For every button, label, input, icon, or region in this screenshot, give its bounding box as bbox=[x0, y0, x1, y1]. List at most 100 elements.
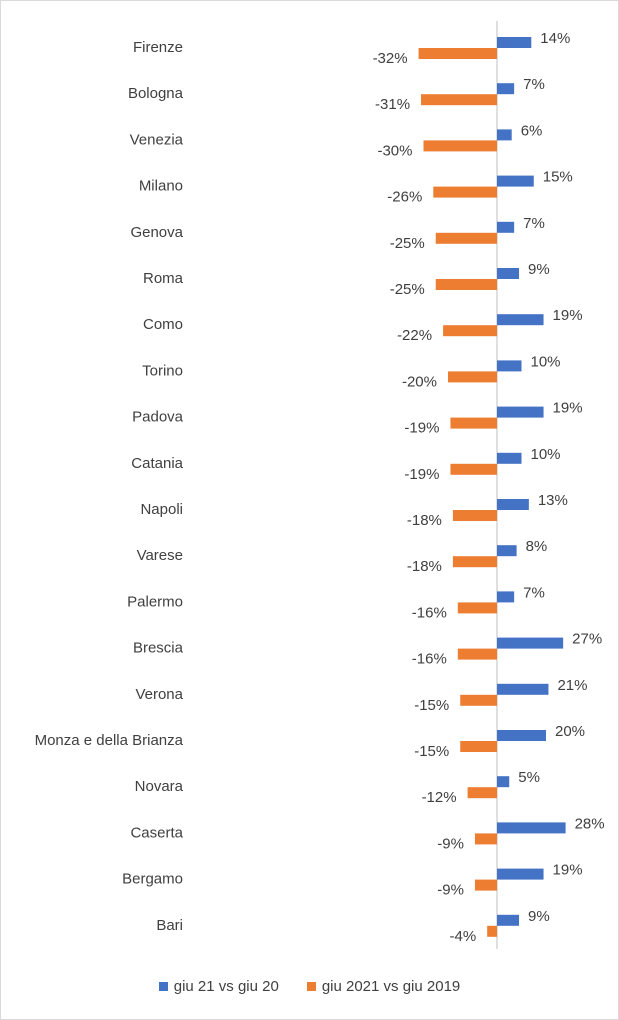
data-label-series-1: 6% bbox=[521, 122, 543, 139]
bar-series-1 bbox=[497, 406, 544, 418]
category-label: Brescia bbox=[133, 640, 184, 657]
bar-series-2 bbox=[443, 325, 497, 337]
data-label-series-1: 28% bbox=[575, 815, 605, 832]
bar-series-2 bbox=[452, 556, 497, 568]
data-label-series-2: -26% bbox=[387, 189, 422, 206]
bar-series-1 bbox=[497, 83, 515, 95]
data-label-series-2: -9% bbox=[437, 882, 464, 899]
bar-series-1 bbox=[497, 730, 546, 741]
category-label: Bari bbox=[156, 917, 183, 934]
bar-series-2 bbox=[433, 186, 497, 198]
bar-series-2 bbox=[450, 463, 497, 475]
data-label-series-1: 8% bbox=[526, 538, 548, 555]
data-label-series-1: 13% bbox=[538, 492, 568, 509]
data-label-series-2: -15% bbox=[414, 743, 449, 760]
data-label-series-1: 15% bbox=[543, 169, 573, 186]
bar-series-2 bbox=[460, 694, 497, 706]
data-label-series-1: 10% bbox=[531, 353, 561, 370]
legend-label-series-2: giu 2021 vs giu 2019 bbox=[321, 978, 461, 995]
bar-series-1 bbox=[497, 129, 512, 141]
bar-series-1 bbox=[497, 499, 529, 510]
legend-item-series-1: giu 21 vs giu 20 bbox=[158, 978, 279, 995]
bar-series-2 bbox=[457, 648, 497, 660]
category-label: Como bbox=[143, 316, 183, 333]
bar-series-1 bbox=[497, 683, 549, 695]
data-label-series-1: 19% bbox=[553, 400, 583, 417]
data-label-series-1: 5% bbox=[518, 769, 540, 786]
data-label-series-2: -16% bbox=[412, 651, 447, 668]
data-label-series-1: 7% bbox=[523, 584, 545, 601]
bar-series-2 bbox=[418, 48, 497, 59]
data-label-series-2: -16% bbox=[412, 604, 447, 621]
category-label: Napoli bbox=[140, 501, 183, 518]
category-label: Firenze bbox=[133, 39, 183, 56]
bar-series-2 bbox=[423, 140, 497, 152]
data-label-series-2: -18% bbox=[407, 558, 442, 575]
legend: giu 21 vs giu 20 giu 2021 vs giu 2019 bbox=[0, 978, 619, 995]
bar-series-2 bbox=[450, 417, 497, 429]
bar-series-1 bbox=[497, 452, 522, 464]
bar-series-2 bbox=[487, 925, 497, 937]
category-label: Caserta bbox=[130, 824, 183, 841]
data-label-series-1: 21% bbox=[557, 677, 587, 694]
bar-series-1 bbox=[497, 776, 510, 788]
data-label-series-2: -9% bbox=[437, 835, 464, 852]
bar-series-1 bbox=[497, 914, 520, 926]
bar-series-1 bbox=[497, 175, 534, 187]
bar-series-1 bbox=[497, 822, 566, 834]
data-label-series-1: 27% bbox=[572, 631, 602, 648]
category-label: Padova bbox=[132, 409, 184, 426]
data-label-series-2: -32% bbox=[373, 50, 408, 67]
bar-series-1 bbox=[497, 268, 520, 279]
data-label-series-1: 14% bbox=[540, 30, 570, 47]
data-label-series-2: -4% bbox=[450, 928, 477, 945]
data-label-series-1: 9% bbox=[528, 261, 550, 278]
category-label: Roma bbox=[143, 270, 184, 287]
data-label-series-2: -19% bbox=[404, 466, 439, 483]
bar-series-1 bbox=[497, 221, 515, 233]
category-label: Bergamo bbox=[122, 871, 183, 888]
category-label: Palermo bbox=[127, 593, 183, 610]
data-label-series-1: 7% bbox=[523, 215, 545, 232]
bar-series-2 bbox=[460, 741, 497, 752]
data-label-series-2: -30% bbox=[377, 142, 412, 159]
data-label-series-1: 19% bbox=[553, 307, 583, 324]
data-label-series-2: -25% bbox=[390, 235, 425, 252]
category-label: Monza e della Brianza bbox=[35, 732, 184, 749]
category-label: Genova bbox=[130, 224, 183, 241]
category-label: Catania bbox=[131, 455, 183, 472]
category-label: Bologna bbox=[128, 85, 184, 102]
legend-item-series-2: giu 2021 vs giu 2019 bbox=[306, 978, 461, 995]
data-label-series-2: -19% bbox=[404, 420, 439, 437]
data-label-series-1: 19% bbox=[553, 862, 583, 879]
data-label-series-2: -15% bbox=[414, 697, 449, 714]
data-label-series-1: 20% bbox=[555, 723, 585, 740]
legend-label-series-1: giu 21 vs giu 20 bbox=[173, 978, 279, 995]
bar-series-1 bbox=[497, 591, 515, 603]
legend-swatch-series-2 bbox=[306, 982, 316, 991]
bar-series-2 bbox=[435, 232, 497, 244]
bar-series-1 bbox=[497, 868, 544, 880]
bar-series-2 bbox=[448, 371, 497, 383]
bar-series-2 bbox=[452, 510, 497, 521]
data-label-series-2: -31% bbox=[375, 96, 410, 113]
bar-series-2 bbox=[435, 279, 497, 290]
category-label: Torino bbox=[142, 362, 183, 379]
category-label: Novara bbox=[135, 778, 184, 795]
bar-series-2 bbox=[457, 602, 497, 614]
category-label: Milano bbox=[139, 178, 183, 195]
category-label: Venezia bbox=[130, 131, 184, 148]
bar-series-1 bbox=[497, 314, 544, 326]
data-label-series-1: 7% bbox=[523, 76, 545, 93]
data-label-series-2: -22% bbox=[397, 327, 432, 344]
bar-series-2 bbox=[474, 879, 497, 891]
data-label-series-2: -18% bbox=[407, 512, 442, 529]
bar-series-1 bbox=[497, 37, 532, 48]
bar-series-2 bbox=[467, 787, 497, 799]
data-label-series-2: -20% bbox=[402, 373, 437, 390]
data-label-series-1: 10% bbox=[531, 446, 561, 463]
bar-series-1 bbox=[497, 637, 564, 649]
bar-series-2 bbox=[421, 94, 497, 106]
data-label-series-2: -12% bbox=[422, 789, 457, 806]
